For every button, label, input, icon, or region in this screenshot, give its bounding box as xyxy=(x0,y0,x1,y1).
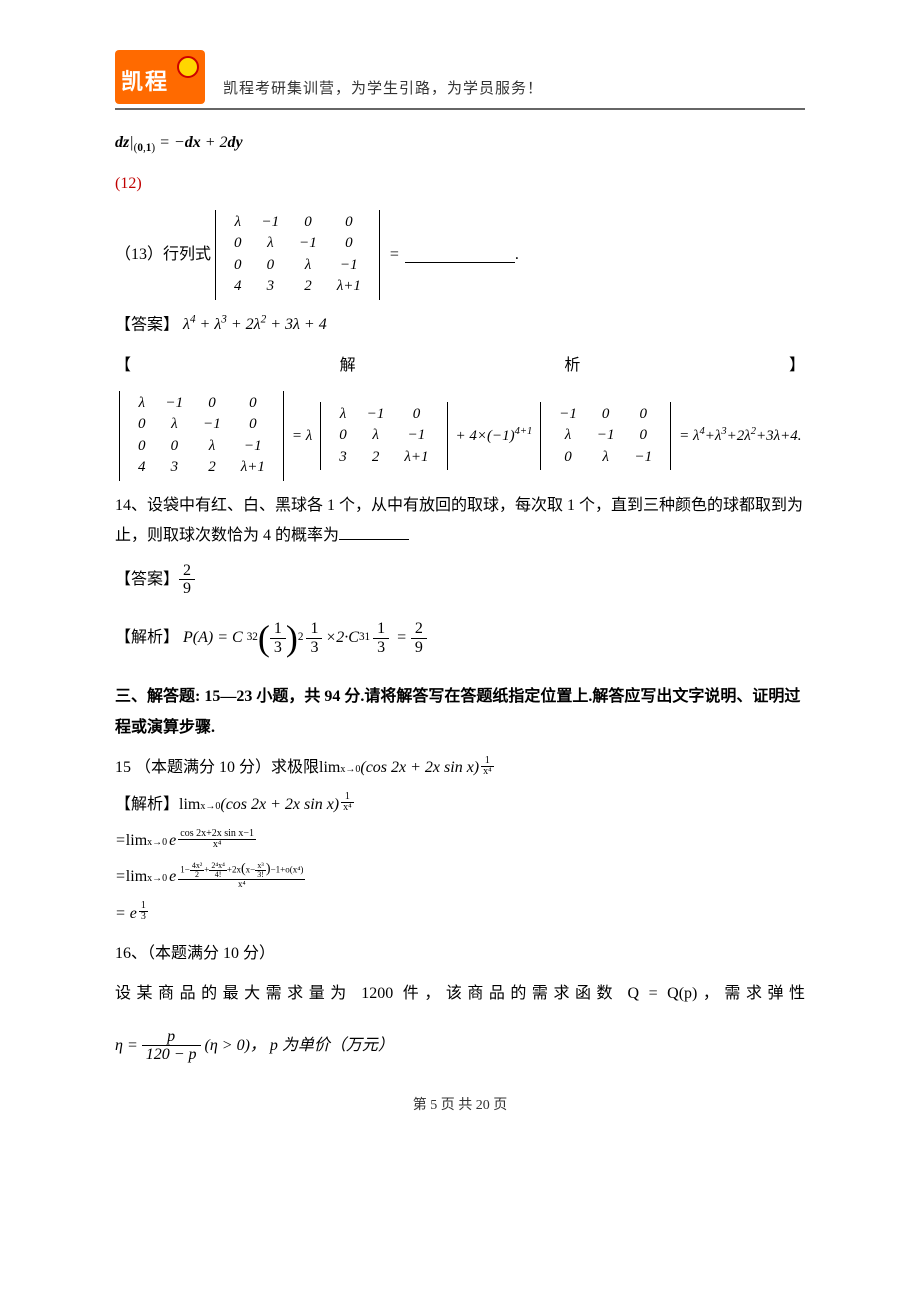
ans14-label: 【答案】 xyxy=(115,565,179,595)
q15-body: (cos 2x + 2x sin x) xyxy=(360,753,479,783)
sol14-fc-d: 3 xyxy=(373,639,389,657)
q15-pd: x⁴ xyxy=(481,767,494,777)
ans14-num: 2 xyxy=(179,562,195,581)
sol14-fb-n: 1 xyxy=(306,620,322,639)
sol15-line4: = e 13 xyxy=(115,899,805,929)
q16-fn: p xyxy=(142,1028,201,1047)
logo-dot-icon xyxy=(177,56,199,78)
sol13-close: 】 xyxy=(789,357,805,374)
sol15-pd: x⁴ xyxy=(341,803,354,813)
ans14-den: 9 xyxy=(179,580,195,598)
sol15-lim2-t: lim xyxy=(126,832,147,849)
sol15-line2: = limx→0 e cos 2x+2x sin x−1x⁴ xyxy=(115,826,805,856)
sol14-c31t: 1 xyxy=(365,627,371,648)
q15-intro: 15 （本题满分 10 分）求极限 limx→0 (cos 2x + 2x si… xyxy=(115,753,805,783)
q14-text: 14、设袋中有红、白、黑球各 1 个，从中有放回的取球，每次取 1 个，直到三种… xyxy=(115,491,805,552)
sol13-mat4: λ−100 0λ−10 00λ−1 432λ+1 xyxy=(119,391,284,481)
q16-label: 16、（本题满分 10 分） xyxy=(115,939,805,969)
q15-lim: limx→0 xyxy=(319,760,360,776)
sol14-fc-n: 1 xyxy=(373,620,389,639)
q16-text: 设某商品的最大需求量为 1200 件，该商品的需求函数 Q = Q(p)，需求弹… xyxy=(115,979,805,1009)
sol15-e2d: x⁴ xyxy=(178,840,256,850)
sol15-lim2-b: x→0 xyxy=(147,837,167,848)
q15-lim-t: lim xyxy=(319,759,340,776)
sol14-fa-d: 3 xyxy=(270,639,286,657)
ans13-label: 【答案】 xyxy=(115,316,179,333)
header: 凯程 凯程考研集训营，为学生引路，为学员服务！ xyxy=(115,50,805,104)
page-footer: 第 5 页 共 20 页 xyxy=(115,1094,805,1114)
footer-prefix: 第 xyxy=(413,1098,431,1113)
page: 凯程 凯程考研集训营，为学生引路，为学员服务！ dz|(0,1) = −dx +… xyxy=(0,0,920,1174)
slogan: 凯程考研集训营，为学生引路，为学员服务！ xyxy=(223,77,543,98)
sol13-head: 【 解 析 】 xyxy=(115,351,805,381)
sol15-e2n: cos 2x+2x sin x−1 xyxy=(178,829,256,840)
sol15-lim3-t: lim xyxy=(126,868,147,885)
sol15-label: 【解析】 xyxy=(115,790,179,820)
sol13-open: 【 xyxy=(115,357,233,374)
q12-label: (12) xyxy=(115,169,805,199)
section3: 三、解答题: 15—23 小题，共 94 分.请将解答写在答题纸指定位置上.解答… xyxy=(115,682,805,743)
ans14-frac: 2 9 xyxy=(179,562,195,598)
q13-matrix: λ−100 0λ−10 00λ−1 432λ+1 xyxy=(215,210,380,300)
sol15-line1: 【解析】 limx→0 (cos 2x + 2x sin x) 1x⁴ xyxy=(115,790,805,820)
sol13-mat3a: λ−10 0λ−1 32λ+1 xyxy=(320,402,447,471)
sol13-mid2: 析 xyxy=(564,357,682,374)
sol14: 【解析】 P(A) = C32 (13)2 13 ×2·C31 13 = 29 xyxy=(115,604,805,672)
sol14-mid: ×2·C xyxy=(325,623,358,653)
q13-blank xyxy=(405,247,515,262)
sol15-lim1-b: x→0 xyxy=(200,801,220,812)
sol14-pow: 2 xyxy=(298,627,304,648)
sol15-line3: = limx→0 e 1−4x²2+2⁴x⁴4!+2x(x−x³3!)−1+o(… xyxy=(115,862,805,892)
q16-fd: 120 − p xyxy=(142,1046,201,1064)
sol13-mid: 解 xyxy=(340,357,458,374)
sol14-fa-n: 1 xyxy=(270,620,286,639)
sol14-fb-d: 3 xyxy=(306,639,322,657)
footer-mid: 页 共 xyxy=(437,1098,476,1113)
q16-tail: (η > 0)， p 为单价（万元） xyxy=(205,1031,394,1061)
q15-intro-text: 15 （本题满分 10 分）求极限 xyxy=(115,753,319,783)
sol13-mat3b: −100 λ−10 0λ−1 xyxy=(540,402,671,471)
sol14-eq: = xyxy=(396,623,407,653)
q13-suffix: . xyxy=(515,240,519,270)
footer-suffix: 页 xyxy=(490,1098,508,1113)
footer-total: 20 xyxy=(476,1098,490,1113)
ans13: 【答案】 λ4 + λ3 + 2λ2 + 3λ + 4 xyxy=(115,310,805,341)
eq-11: dz|(0,1) = −dx + 2dy xyxy=(115,128,805,159)
sol15-body: (cos 2x + 2x sin x) xyxy=(220,790,339,820)
q14-blank xyxy=(339,525,409,540)
q15-lim-b: x→0 xyxy=(340,764,360,775)
q14-text-span: 14、设袋中有红、白、黑球各 1 个，从中有放回的取球，每次取 1 个，直到三种… xyxy=(115,497,803,544)
sol15-lim3-b: x→0 xyxy=(147,873,167,884)
sol14-fr-d: 9 xyxy=(411,639,427,657)
logo: 凯程 xyxy=(115,50,205,104)
sol14-fr-n: 2 xyxy=(411,620,427,639)
logo-text: 凯程 xyxy=(121,64,169,96)
q16-text-span: 设某商品的最大需求量为 1200 件，该商品的需求函数 Q = Q(p)，需求弹… xyxy=(115,985,805,1002)
q13: （13）行列式 λ−100 0λ−10 00λ−1 432λ+1 = . xyxy=(115,210,805,300)
sol14-label: 【解析】 xyxy=(115,623,179,653)
q16-frac: p 120 − p xyxy=(142,1028,201,1064)
q13-prefix: （13）行列式 xyxy=(115,240,211,270)
ans14: 【答案】 2 9 xyxy=(115,562,805,598)
q16-eq: η = p 120 − p (η > 0)， p 为单价（万元） xyxy=(115,1028,805,1064)
ans13-expr: λ4 + λ3 + 2λ2 + 3λ + 4 xyxy=(183,316,327,333)
q13-eq: = xyxy=(390,240,399,270)
sol15-lim1-t: lim xyxy=(179,796,200,813)
q16-eta: η = xyxy=(115,1031,138,1061)
sol13-eq: λ−100 0λ−10 00λ−1 432λ+1 = λ λ−10 0λ−1 3… xyxy=(115,391,805,481)
header-rule xyxy=(115,108,805,110)
